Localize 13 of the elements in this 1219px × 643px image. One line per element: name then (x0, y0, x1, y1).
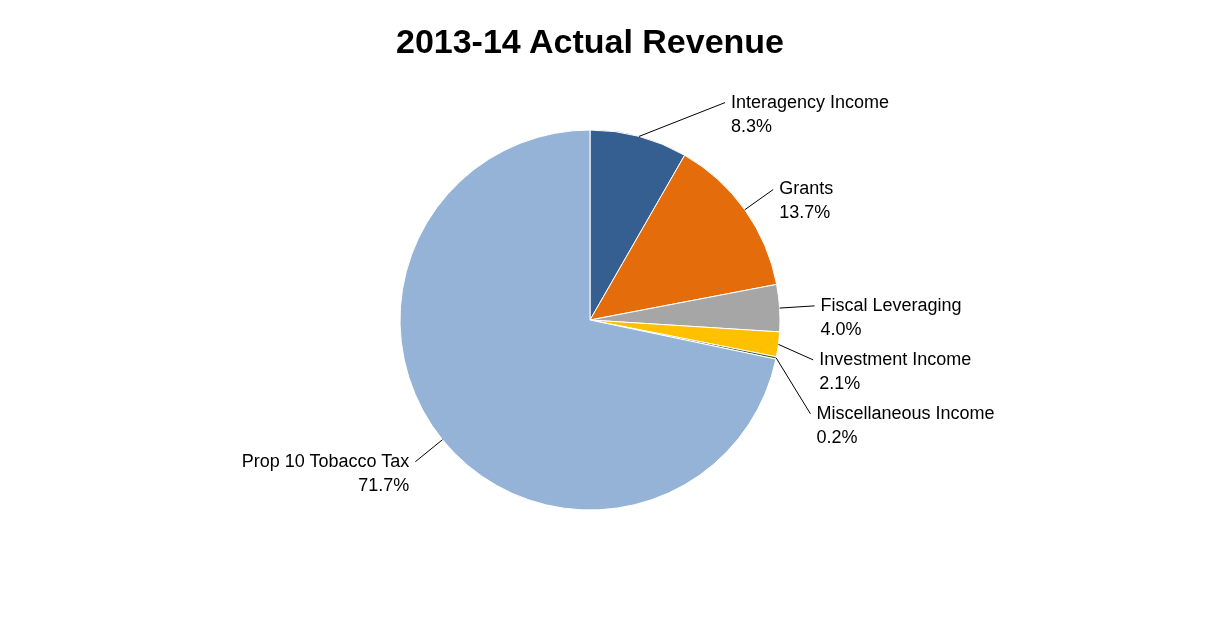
data-label: 13.7% (779, 202, 831, 223)
slice-label: Grants (779, 178, 834, 199)
slice-label: Miscellaneous Income (816, 402, 995, 423)
data-label: 4.0% (820, 318, 862, 339)
data-label: 2.1% (819, 372, 861, 393)
data-label: 0.2% (816, 426, 858, 447)
slice-label: Prop 10 Tobacco Tax (241, 450, 410, 471)
slice-label: Investment Income (819, 348, 972, 369)
data-label: 71.7% (358, 474, 410, 495)
data-label: 8.3% (731, 115, 773, 136)
chart-title: 2013-14 Actual Revenue (395, 22, 785, 60)
slice-label: Fiscal Leveraging (820, 294, 962, 315)
slice-label: Interagency Income (731, 91, 890, 112)
